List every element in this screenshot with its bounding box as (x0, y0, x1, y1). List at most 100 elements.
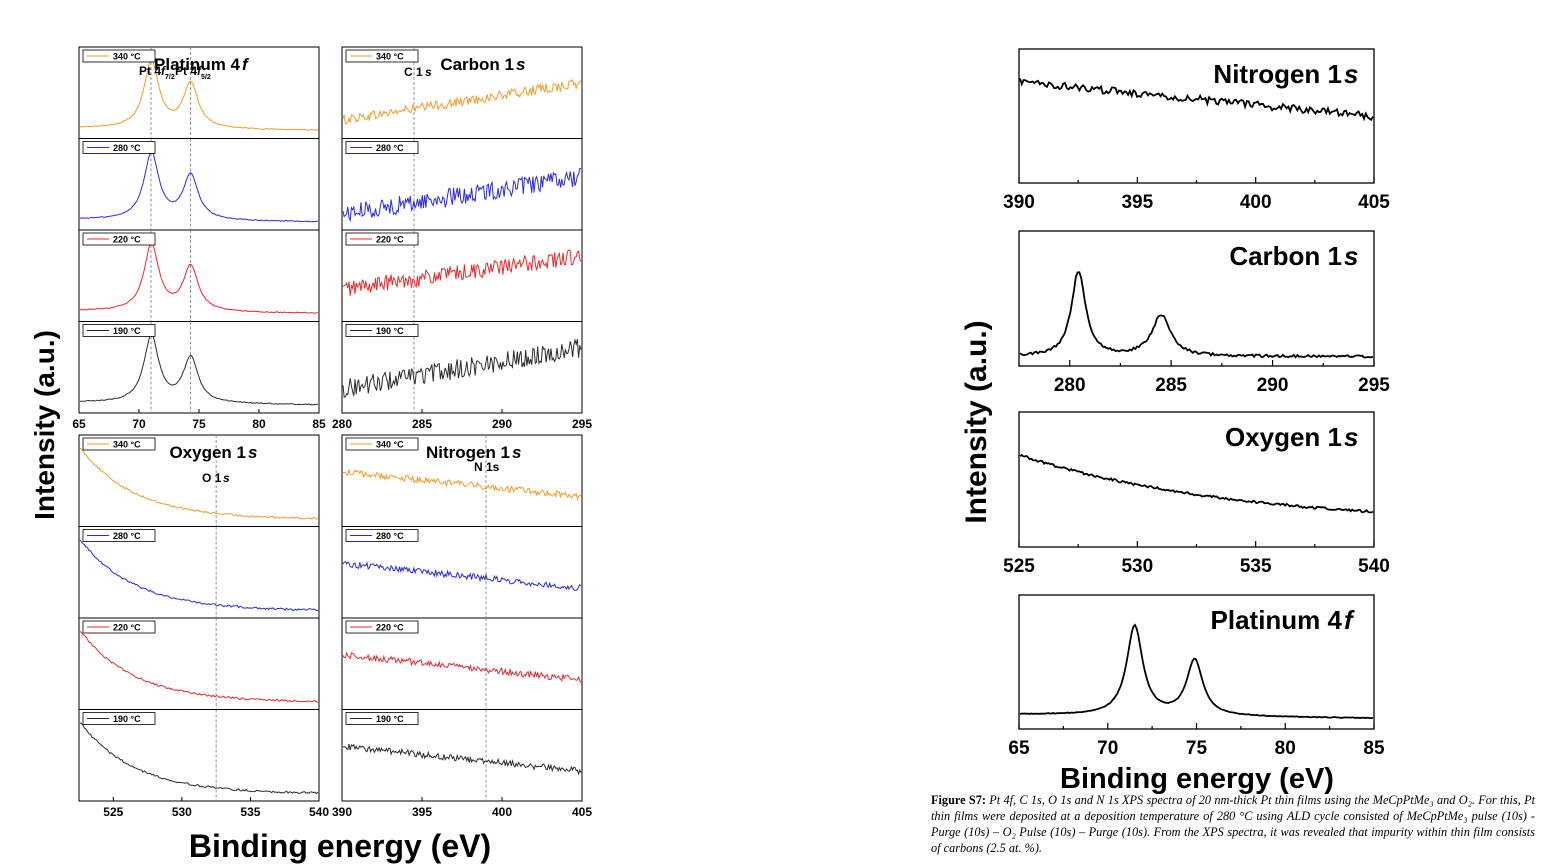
legend-box (82, 620, 156, 634)
x-tick-label: 75 (192, 417, 206, 431)
x-tick-label: 530 (1121, 556, 1153, 577)
x-tick-label: 400 (492, 805, 512, 819)
x-tick-label: 295 (1358, 375, 1390, 396)
subpanel-n-280: 280 °C (341, 526, 583, 619)
annotation-pt4f72: Pt 4 (139, 64, 161, 78)
x-tick-label: 395 (412, 805, 432, 819)
panel-title-right-italic-o: s (1344, 422, 1358, 452)
legend-label-280: 280 °C (376, 143, 404, 153)
legend-label-190: 190 °C (113, 326, 141, 336)
subpanel-pt-220: 220 °C (78, 229, 320, 322)
right-y-axis-label: Intensity (a.u.) (960, 320, 993, 523)
legend-pt-280: 280 °C (82, 141, 156, 154)
subpanel-n-220: 220 °C (341, 617, 583, 710)
legend-c-220: 220 °C (345, 232, 419, 246)
legend-label-220: 220 °C (113, 235, 141, 245)
legend-o-220: 220 °C (82, 620, 156, 634)
subpanel-c-280: 280 °C (341, 138, 583, 231)
panel-title-italic-pt: f (242, 55, 250, 74)
legend-o-280: 280 °C (82, 529, 156, 542)
spectrum-right-o (1019, 453, 1374, 514)
legend-box (345, 324, 419, 337)
legend-n-280: 280 °C (345, 529, 419, 542)
x-tick-label: 295 (572, 417, 592, 431)
subpanel-c-190: 190 °C (341, 321, 583, 414)
x-tick-label: 65 (1008, 738, 1030, 759)
spectrum-right-c (1019, 271, 1374, 359)
legend-label-220: 220 °C (376, 235, 404, 245)
x-tick-label: 535 (1240, 556, 1272, 577)
legend-n-340: 340 °C (345, 437, 419, 451)
spectrum-o-190 (79, 722, 319, 795)
left-x-axis-label: Binding energy (eV) (189, 828, 491, 864)
legend-box (345, 620, 419, 634)
x-tick-label: 280 (1054, 375, 1086, 396)
annotation-pt4f52: Pt 4 (175, 64, 197, 78)
caption-text: Pt 4f, C 1s, O 1s and N 1s XPS spectra o… (931, 793, 1535, 855)
panel-title-italic-c: s (516, 55, 525, 74)
left-panel-n: 340 °C 280 °C 220 °C 190 °C Nitrogen 1 s 390 39… (332, 434, 592, 819)
panel-title-right-italic-n: s (1344, 59, 1358, 89)
spectrum-o-340 (79, 448, 318, 520)
caption-label: Figure S7: (931, 793, 986, 807)
subpanel-frame (341, 321, 583, 414)
spectrum-pt-190 (79, 333, 319, 406)
legend-c-280: 280 °C (345, 141, 419, 154)
panel-title-c: Carbon 1 (440, 55, 514, 74)
panel-title-right-italic-pt: f (1344, 605, 1355, 635)
legend-label-220: 220 °C (113, 623, 141, 633)
x-tick-label: 390 (1003, 192, 1035, 213)
panel-title-italic-o: s (248, 443, 257, 462)
annotation-o1s: O 1 (202, 471, 222, 485)
x-tick-label: 390 (332, 805, 352, 819)
x-tick-label: 85 (312, 417, 326, 431)
legend-box (345, 529, 419, 542)
spectrum-pt-220 (79, 241, 319, 314)
legend-label-220: 220 °C (376, 623, 404, 633)
x-tick-label: 80 (1275, 738, 1296, 759)
spectrum-n-340 (342, 469, 582, 501)
annotation-pt4f52-f: f (197, 64, 202, 78)
annotation-c1s-s: s (425, 65, 432, 79)
legend-label-280: 280 °C (376, 531, 404, 541)
spectrum-o-280 (79, 539, 319, 612)
panel-title-pt: Platinum 4 (154, 55, 241, 74)
spectrum-c-190 (342, 338, 582, 399)
spectrum-n-280 (342, 561, 582, 591)
spectrum-o-220 (79, 631, 319, 703)
legend-label-340: 340 °C (376, 52, 404, 62)
panel-title-right-n: Nitrogen 1 (1213, 59, 1342, 89)
subpanel-o-190: 190 °C (78, 709, 320, 802)
spectrum-n-220 (342, 651, 582, 683)
subpanel-o-280: 280 °C (78, 526, 320, 619)
legend-label-340: 340 °C (376, 440, 404, 450)
x-tick-label: 290 (1257, 375, 1289, 396)
panel-title-italic-n: s (512, 443, 521, 462)
legend-pt-340: 340 °C (82, 49, 156, 63)
legend-box (345, 437, 419, 451)
subpanel-c-340: 340 °C (341, 46, 583, 139)
legend-box (82, 712, 156, 725)
x-tick-label: 70 (132, 417, 146, 431)
x-tick-label: 85 (1363, 738, 1385, 759)
subpanel-o-340: 340 °C (78, 434, 320, 527)
legend-box (82, 529, 156, 542)
x-tick-label: 400 (1240, 192, 1272, 213)
legend-label-190: 190 °C (376, 714, 404, 724)
x-tick-label: 75 (1186, 738, 1208, 759)
spectrum-n-190 (342, 743, 582, 776)
legend-box (82, 49, 156, 63)
left-panel-pt: 340 °C 280 °C 220 °C 190 °C Platinum 4 f 65 70 7… (72, 46, 326, 431)
legend-c-190: 190 °C (345, 324, 419, 337)
legend-o-340: 340 °C (82, 437, 156, 451)
x-tick-label: 540 (309, 805, 329, 819)
spectrum-right-n (1019, 78, 1374, 122)
subpanel-pt-190: 190 °C (78, 321, 320, 414)
x-tick-label: 70 (1097, 738, 1118, 759)
legend-box (82, 141, 156, 154)
panel-frame (1018, 230, 1375, 367)
